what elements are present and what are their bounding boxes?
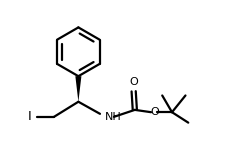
Text: O: O [150, 107, 159, 117]
Text: I: I [28, 110, 32, 123]
Text: O: O [129, 77, 138, 87]
Polygon shape [75, 76, 81, 102]
Text: NH: NH [105, 112, 122, 122]
